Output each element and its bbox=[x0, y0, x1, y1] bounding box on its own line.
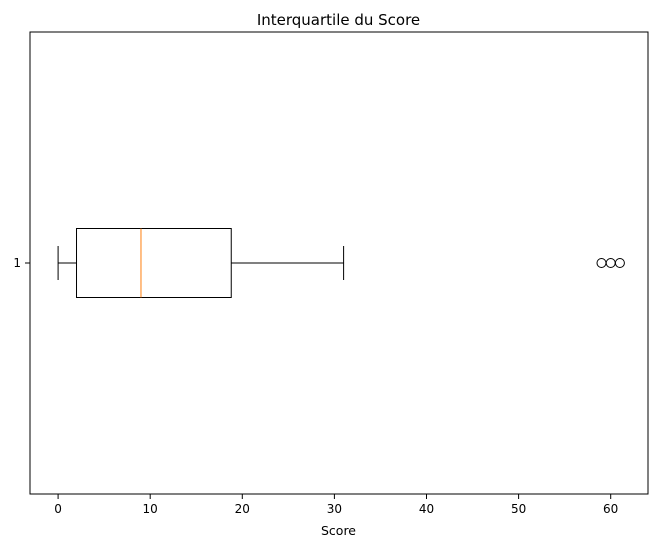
x-tick-label: 50 bbox=[511, 502, 526, 516]
plot-area: 0 10 20 30 40 50 60 1 bbox=[13, 31, 649, 516]
y-tick-label: 1 bbox=[13, 256, 21, 270]
x-axis-label: Score bbox=[321, 523, 356, 538]
x-tick-label: 30 bbox=[327, 502, 342, 516]
iqr-box bbox=[76, 228, 232, 298]
outlier-point bbox=[596, 258, 607, 268]
x-tick-label: 10 bbox=[143, 502, 158, 516]
outlier-point bbox=[605, 258, 616, 268]
x-tick-label: 0 bbox=[54, 502, 62, 516]
x-tick-label: 60 bbox=[603, 502, 618, 516]
x-tick-label: 40 bbox=[419, 502, 434, 516]
outlier-point bbox=[614, 258, 625, 268]
chart-title: Interquartile du Score bbox=[257, 11, 420, 29]
x-tick-label: 20 bbox=[235, 502, 250, 516]
